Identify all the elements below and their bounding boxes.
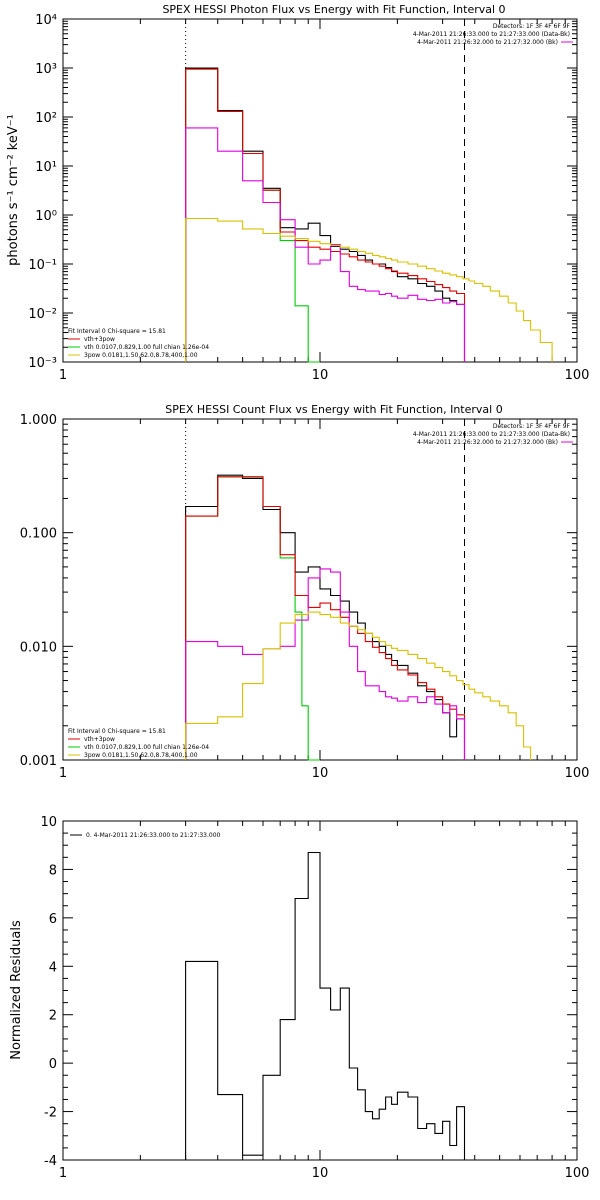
residuals-y-tick-label: 0	[49, 1057, 57, 1072]
count-flux-series-line-0	[185, 476, 320, 761]
photon-flux-y-tick-label: 10⁰	[35, 209, 57, 224]
photon-flux-y-tick-label: 10³	[35, 62, 57, 77]
count-flux-marker-lines	[185, 419, 466, 760]
count-flux-series-line-3	[185, 568, 466, 760]
photon-flux-x-tick-label: 1	[59, 368, 67, 383]
photon-flux-series-line-2	[185, 68, 466, 362]
photon-flux-plot-frame	[62, 18, 578, 363]
residuals-y-tick-label: 8	[49, 863, 57, 878]
count-flux-fit-header: Fit Interval 0 Chi-square = 15.81	[68, 728, 166, 735]
count-flux-y-tick-label: 0.001	[20, 754, 57, 769]
residuals-y-tick-label: 2	[49, 1009, 57, 1024]
photon-flux-y-tick-label: 10²	[35, 111, 57, 126]
photon-flux-fit-header: Fit Interval 0 Chi-square = 15.81	[68, 328, 166, 335]
residuals-y-tick-label: -2	[44, 1106, 57, 1121]
photon-flux-legend-text-1: vth 0.0107,0.829,1.00 full chian 1.26e-0…	[84, 344, 209, 351]
photon-flux-y-tick-label: 10⁴	[35, 13, 57, 28]
photon-flux-title: SPEX HESSI Photon Flux vs Energy with Fi…	[162, 3, 505, 16]
residuals-x-tick-label: 100	[565, 1166, 590, 1181]
residuals-y-tick-label: -4	[44, 1154, 57, 1169]
count-flux-y-tick-label: 0.010	[20, 640, 57, 655]
count-flux-time-data: 4-Mar-2011 21:26:33.000 to 21:27:33.000 …	[413, 431, 570, 438]
photon-flux-marker-lines	[185, 19, 466, 362]
residuals-y-tick-label: 10	[40, 815, 57, 830]
count-flux-panel: SPEX HESSI Count Flux vs Energy with Fit…	[20, 403, 590, 781]
photon-flux-legend-text-2: 3pow 0.0181,1.50,62.0,8.78,400,1.00	[84, 352, 198, 359]
photon-flux-detectors: Detectors: 1F 3F 4F 6F 9F	[493, 23, 571, 30]
photon-flux-axes: 1 10 100 10⁻³ 10⁻² 10⁻¹ 10⁰ 10¹ 10² 10³ 10⁴	[28, 13, 589, 383]
count-flux-axes: 1 10 100 0.001 0.010 0.100 1.000	[20, 413, 590, 781]
count-flux-legend-text-1: vth 0.0107,0.829,1.00 full chian 1.26e-0…	[84, 744, 209, 751]
photon-flux-series	[185, 67, 553, 363]
photon-flux-series-line-0	[185, 68, 320, 363]
count-flux-x-tick-label: 1	[59, 766, 67, 781]
count-flux-title: SPEX HESSI Count Flux vs Energy with Fit…	[165, 403, 502, 416]
photon-flux-series-line-1	[185, 67, 466, 362]
photon-flux-time-bk: 4-Mar-2011 21:26:32.000 to 21:27:32.000 …	[417, 39, 558, 46]
count-flux-series-line-4	[185, 611, 532, 760]
count-flux-legend-text-2: 3pow 0.0181,1.50,62.0,8.78,400,1.00	[84, 752, 198, 759]
count-flux-series	[185, 474, 532, 761]
residuals-panel: 1 10 100 -4 -2 0 2 4 6 8 10 Normalized Residuals 0…	[9, 815, 589, 1181]
photon-flux-x-tick-label: 10	[312, 368, 329, 383]
residuals-y-tick-label: 6	[49, 912, 57, 927]
photon-flux-x-tick-label: 100	[565, 368, 590, 383]
residuals-legend-text: 0. 4-Mar-2011 21:26:33.000 to 21:27:33.0…	[86, 832, 221, 839]
photon-flux-legend-text-0: vth+3pow	[84, 336, 115, 343]
count-flux-detectors: Detectors: 1F 3F 4F 6F 9F	[493, 423, 571, 430]
residuals-axes: 1 10 100 -4 -2 0 2 4 6 8 10	[40, 815, 589, 1181]
photon-flux-y-tick-label: 10⁻³	[28, 356, 57, 371]
count-flux-y-tick-label: 0.100	[20, 527, 57, 542]
count-flux-series-line-2	[185, 476, 466, 760]
photon-flux-series-line-3	[185, 127, 466, 362]
residuals-series-line-0	[185, 851, 466, 1160]
residuals-x-tick-label: 1	[59, 1166, 67, 1181]
photon-flux-y-tick-label: 10⁻¹	[28, 258, 57, 273]
photon-flux-time-data: 4-Mar-2011 21:26:33.000 to 21:27:33.000 …	[413, 31, 570, 38]
count-flux-x-tick-label: 10	[312, 766, 329, 781]
count-flux-time-bk: 4-Mar-2011 21:26:32.000 to 21:27:32.000 …	[417, 439, 558, 446]
count-flux-y-tick-label: 1.000	[20, 413, 57, 428]
photon-flux-y-label: photons s⁻¹ cm⁻² keV⁻¹	[6, 114, 21, 266]
photon-flux-series-line-4	[185, 217, 553, 362]
count-flux-x-tick-label: 100	[565, 766, 590, 781]
count-flux-legend-text-0: vth+3pow	[84, 736, 115, 743]
residuals-y-label: Normalized Residuals	[9, 920, 24, 1060]
residuals-y-tick-label: 4	[49, 960, 57, 975]
photon-flux-panel: SPEX HESSI Photon Flux vs Energy with Fi…	[6, 3, 589, 383]
photon-flux-y-tick-label: 10⁻²	[28, 307, 57, 322]
residuals-series	[185, 851, 466, 1160]
residuals-x-tick-label: 10	[312, 1166, 329, 1181]
photon-flux-y-tick-label: 10¹	[35, 160, 57, 175]
count-flux-plot-frame	[62, 418, 578, 761]
